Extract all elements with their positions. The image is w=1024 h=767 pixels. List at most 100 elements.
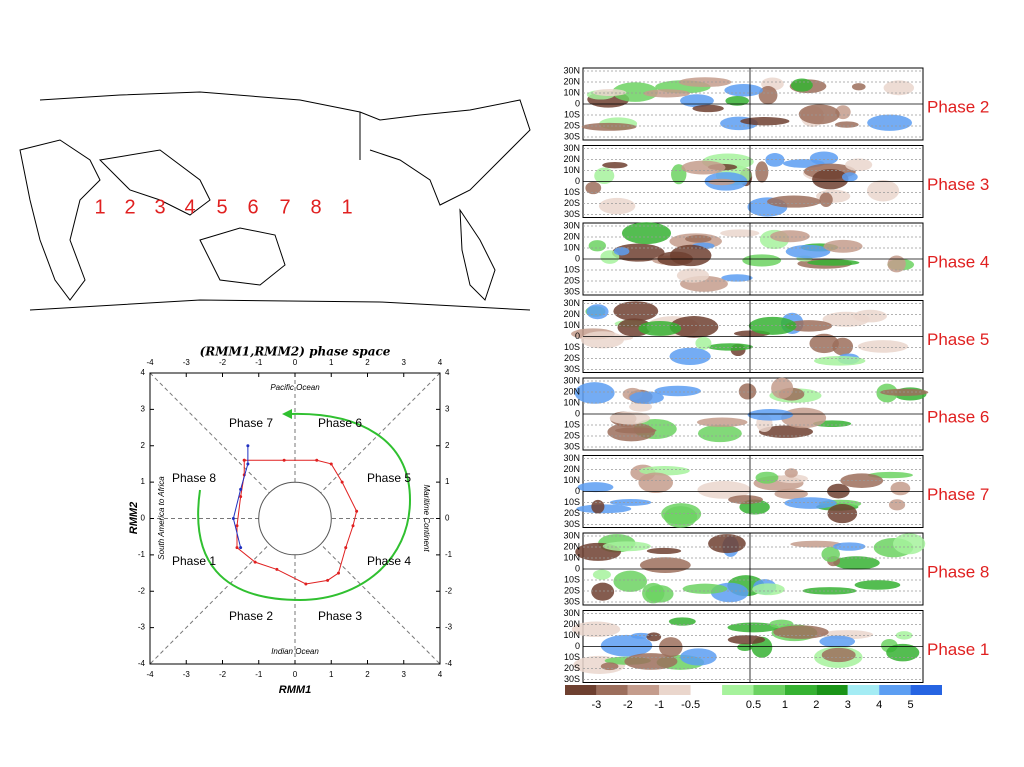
lat-label: 20S	[564, 353, 580, 363]
colorbar-label: -3	[592, 699, 602, 711]
anomaly-blob	[676, 268, 710, 283]
y-tick-label: 0	[141, 514, 146, 523]
x-axis-label: RMM1	[279, 684, 311, 696]
anomaly-blob	[685, 235, 712, 243]
panel-label: Phase 7	[927, 485, 989, 504]
panel-label: Phase 4	[927, 252, 989, 271]
anomaly-blob	[809, 333, 839, 354]
anomaly-blob	[682, 583, 728, 594]
anomaly-blob	[771, 377, 794, 399]
lat-label: 10S	[564, 187, 580, 197]
lat-label: 30N	[563, 608, 580, 618]
anomaly-blob	[728, 495, 763, 505]
anomaly-blob	[866, 180, 900, 202]
lat-label: 10N	[563, 397, 580, 407]
anomaly-blob	[784, 468, 798, 478]
lat-label: 20N	[563, 541, 580, 551]
anomaly-blob	[681, 160, 726, 175]
anomaly-blob	[697, 481, 751, 499]
anomaly-blob	[833, 542, 866, 551]
anomaly-blob	[602, 541, 651, 552]
anomaly-blob	[774, 488, 808, 500]
lat-label: 10N	[563, 475, 580, 485]
anomaly-blob	[785, 320, 833, 332]
y-tick-label: 3	[445, 404, 450, 413]
x-tick-label: -4	[146, 670, 154, 679]
anomaly-blob	[886, 643, 920, 662]
anomaly-blob	[680, 648, 717, 666]
trajectory-point	[340, 480, 344, 484]
colorbar-label: 0.5	[746, 699, 761, 711]
anomaly-blob	[580, 331, 624, 349]
lat-label: 10S	[564, 574, 580, 584]
anomaly-blob	[742, 254, 782, 267]
anomaly-blob	[669, 315, 719, 338]
lat-label: 20N	[563, 76, 580, 86]
lat-label: 0	[575, 98, 580, 108]
coastline	[19, 139, 101, 301]
region-label: Maritime Continent	[422, 484, 431, 552]
anomaly-blob	[708, 534, 746, 554]
anomaly-blob	[833, 556, 880, 570]
map-phase-number: 6	[247, 196, 258, 218]
x-tick-label: -1	[255, 670, 263, 679]
colorbar-label: -0.5	[681, 699, 700, 711]
lat-label: 20S	[564, 275, 580, 285]
lat-label: 20N	[563, 231, 580, 241]
y-tick-label: 4	[445, 368, 450, 377]
y-tick-label: 2	[445, 441, 450, 450]
phase-label: Phase 5	[367, 471, 411, 485]
y-tick-label: 1	[141, 477, 146, 486]
y-tick-label: 4	[141, 368, 146, 377]
anomaly-blob	[645, 585, 674, 603]
x-tick-label: 4	[438, 670, 443, 679]
anomaly-blob	[571, 621, 621, 638]
trajectory-point	[304, 582, 308, 586]
y-tick-label: -1	[138, 550, 146, 559]
lat-label: 0	[575, 408, 580, 418]
anomaly-blob	[841, 172, 858, 182]
lat-label: 10S	[564, 652, 580, 662]
anomaly-blob	[638, 320, 682, 336]
lat-label: 0	[575, 331, 580, 341]
anomaly-blob	[773, 625, 829, 639]
chart-title: (RMM1,RMM2) phase space	[200, 345, 391, 359]
anomaly-blob	[798, 104, 840, 125]
anomaly-blob	[585, 181, 602, 195]
anomaly-blob	[812, 169, 849, 190]
panel-label: Phase 5	[927, 330, 989, 349]
region-label: Pacific Ocean	[270, 383, 320, 392]
lat-label: 30S	[564, 131, 580, 141]
anomaly-blob	[720, 229, 760, 237]
anomaly-blob	[629, 401, 653, 412]
lat-label: 30S	[564, 596, 580, 606]
y-tick-label: 2	[141, 441, 146, 450]
anomaly-blob	[581, 122, 637, 131]
lat-label: 30S	[564, 441, 580, 451]
trajectory-point	[253, 560, 257, 564]
x-tick-label: 3	[402, 670, 407, 679]
anomaly-blob	[609, 411, 650, 425]
panel-label: Phase 3	[927, 175, 989, 194]
anomaly-blob	[822, 311, 870, 327]
progression-arrow	[197, 412, 412, 602]
anomaly-blob	[765, 153, 785, 167]
colorbar-swatch	[627, 685, 660, 695]
anomaly-blob	[624, 653, 678, 670]
x-tick-label: -4	[146, 358, 154, 367]
lat-label: 30N	[563, 530, 580, 540]
anomaly-blob	[629, 391, 664, 404]
anomaly-blob	[707, 343, 754, 351]
world-map	[19, 91, 531, 311]
lat-label: 20N	[563, 154, 580, 164]
anomaly-blob	[851, 83, 866, 91]
lat-label: 10S	[564, 264, 580, 274]
colorbar-label: -2	[623, 699, 633, 711]
trajectory-point	[337, 571, 340, 575]
lat-label: 20N	[563, 386, 580, 396]
y-tick-label: -3	[445, 623, 453, 632]
anomaly-blob	[678, 77, 732, 88]
panel-label: Phase 6	[927, 407, 989, 426]
